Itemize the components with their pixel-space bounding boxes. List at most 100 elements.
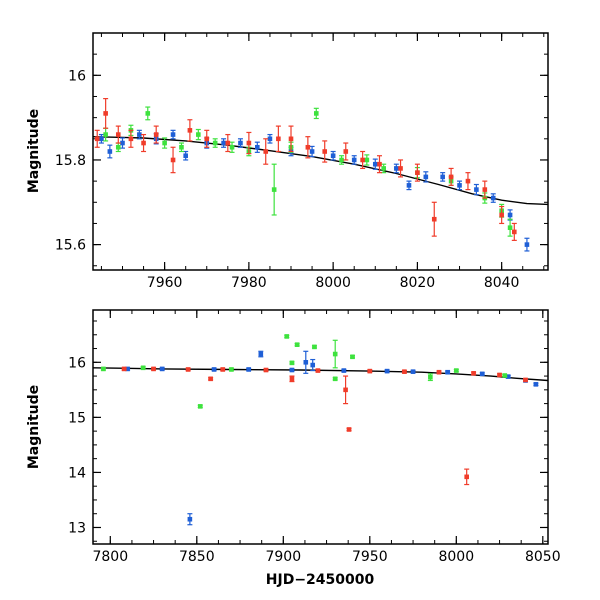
point-marker xyxy=(505,374,511,379)
bottom-data-point-green xyxy=(350,354,356,360)
point-marker xyxy=(276,136,281,142)
top-data-point-blue xyxy=(440,172,446,182)
bottom-data-point-blue xyxy=(445,369,451,375)
bottom-data-point-blue xyxy=(479,371,485,377)
bottom-data-point-red xyxy=(523,377,529,383)
top-x-tick-label: 7960 xyxy=(147,275,183,291)
point-marker xyxy=(125,366,130,372)
point-marker xyxy=(263,367,269,373)
point-marker xyxy=(440,174,445,180)
point-marker xyxy=(332,376,338,382)
top-data-point-blue xyxy=(119,137,125,149)
point-marker xyxy=(107,149,113,154)
bottom-data-point-green xyxy=(284,334,290,339)
top-data-point-red xyxy=(153,125,159,144)
point-marker xyxy=(128,136,134,142)
bottom-data-point-blue xyxy=(289,367,295,373)
point-marker xyxy=(322,149,328,154)
bottom-data-point-blue xyxy=(303,350,309,374)
point-marker xyxy=(196,132,201,137)
point-marker xyxy=(497,372,502,378)
point-marker xyxy=(263,149,269,154)
point-marker xyxy=(159,366,165,372)
top-data-point-blue xyxy=(372,158,378,170)
top-x-tick-label: 8020 xyxy=(400,275,436,291)
bottom-data-point-red xyxy=(436,369,442,375)
bottom-data-point-red xyxy=(471,371,477,376)
point-marker xyxy=(431,216,437,222)
point-marker xyxy=(482,187,488,192)
point-marker xyxy=(406,183,412,188)
point-marker xyxy=(137,132,142,137)
top-data-point-red xyxy=(360,150,366,170)
bottom-data-point-red xyxy=(185,367,191,372)
point-marker xyxy=(507,225,513,230)
point-marker xyxy=(121,366,127,372)
top-data-point-green xyxy=(364,154,370,166)
point-marker xyxy=(229,367,234,372)
point-marker xyxy=(445,369,450,375)
bottom-y-tick-label: 16 xyxy=(68,355,86,371)
top-data-point-blue xyxy=(254,141,260,153)
point-marker xyxy=(309,149,315,154)
point-marker xyxy=(364,157,370,163)
top-data-point-red xyxy=(431,201,437,237)
top-data-point-blue xyxy=(136,129,142,140)
point-marker xyxy=(377,161,382,167)
point-marker xyxy=(464,474,469,480)
top-model-line xyxy=(92,136,549,206)
bottom-data-point-red xyxy=(121,366,127,372)
bottom-data-point-green xyxy=(294,342,300,347)
point-marker xyxy=(524,242,530,247)
point-marker xyxy=(402,369,407,374)
point-marker xyxy=(341,368,347,373)
point-marker xyxy=(499,212,504,218)
point-marker xyxy=(170,157,176,163)
top-data-point-green xyxy=(145,106,151,121)
bottom-data-point-green xyxy=(140,365,146,371)
bottom-data-point-red xyxy=(263,367,269,373)
bottom-data-point-red xyxy=(497,372,503,378)
top-data-point-red xyxy=(511,222,517,241)
top-data-point-red xyxy=(141,133,147,153)
top-y-tick-label: 16 xyxy=(68,68,86,84)
top-data-point-blue xyxy=(351,155,357,165)
bottom-data-point-red xyxy=(464,468,470,486)
top-data-point-red xyxy=(465,172,471,191)
point-marker xyxy=(474,187,479,192)
point-marker xyxy=(183,153,188,159)
point-marker xyxy=(115,132,121,137)
bottom-data-point-red xyxy=(220,367,226,372)
bottom-y-axis-title: Magnitude xyxy=(26,385,42,469)
bottom-data-point-green xyxy=(332,376,338,382)
top-data-point-green xyxy=(339,155,345,165)
point-marker xyxy=(187,128,193,133)
bottom-data-points xyxy=(100,334,539,526)
point-marker xyxy=(94,136,100,142)
top-data-point-blue xyxy=(423,171,429,183)
bottom-y-tick-label: 14 xyxy=(68,465,86,481)
point-marker xyxy=(185,367,191,372)
top-data-point-green xyxy=(271,163,277,216)
top-data-point-green xyxy=(507,218,513,237)
point-marker xyxy=(289,367,295,373)
top-data-point-blue xyxy=(330,150,336,161)
bottom-x-tick-label: 7900 xyxy=(265,549,301,565)
top-data-points xyxy=(94,97,530,252)
top-y-axis-title: Magnitude xyxy=(26,109,42,193)
bottom-data-point-green xyxy=(453,368,459,373)
top-y-tick-label: 15.6 xyxy=(55,238,86,254)
point-marker xyxy=(479,371,485,377)
point-marker xyxy=(394,166,399,171)
top-data-point-blue xyxy=(457,180,463,191)
point-marker xyxy=(288,136,294,142)
top-data-point-red xyxy=(170,146,176,174)
top-data-point-red xyxy=(414,163,420,182)
top-data-point-red xyxy=(94,129,100,148)
point-marker xyxy=(238,140,243,146)
point-marker xyxy=(360,157,365,163)
top-data-point-red xyxy=(246,131,252,155)
top-data-point-blue xyxy=(221,138,227,148)
point-marker xyxy=(255,144,260,150)
